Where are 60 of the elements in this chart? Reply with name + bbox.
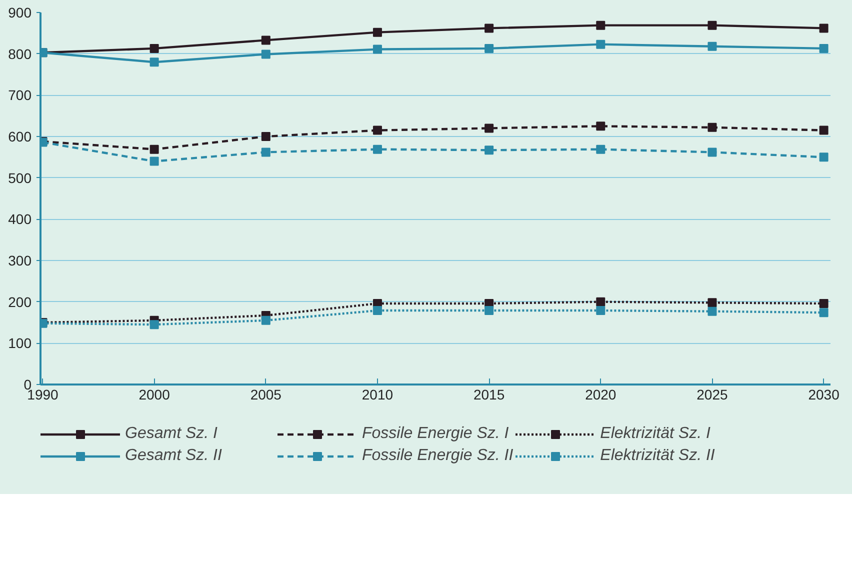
- legend-label: Gesamt Sz. I: [125, 425, 218, 443]
- point: [150, 320, 159, 330]
- point: [150, 144, 159, 154]
- legend-label: Fossile Energie Sz. II: [362, 447, 514, 465]
- legend-label: Elektrizität Sz. I: [600, 425, 712, 443]
- x-tick-label: 2000: [138, 386, 170, 402]
- point: [261, 50, 270, 59]
- x-tick-label: 2030: [808, 386, 840, 402]
- y-tick-label: 800: [8, 46, 32, 62]
- point: [596, 122, 606, 131]
- y-tick-label: 100: [8, 335, 32, 352]
- point: [150, 156, 159, 166]
- point: [708, 148, 717, 157]
- point: [596, 20, 606, 30]
- point: [261, 36, 270, 45]
- point: [596, 40, 606, 49]
- point: [372, 28, 382, 37]
- point: [596, 144, 606, 154]
- legend-label: Fossile Energie Sz. I: [362, 425, 510, 443]
- point: [819, 44, 828, 53]
- x-tick-label: 2005: [250, 386, 282, 402]
- y-tick-label: 900: [8, 4, 32, 20]
- point: [261, 132, 270, 141]
- legend-label: Gesamt Sz. II: [125, 447, 223, 465]
- point: [261, 316, 270, 325]
- point: [596, 297, 606, 306]
- y-tick-label: 400: [8, 211, 32, 228]
- point: [819, 126, 828, 135]
- point: [372, 144, 382, 154]
- y-tick-label: 300: [8, 252, 32, 268]
- y-tick-label: 600: [8, 128, 32, 144]
- point: [596, 306, 606, 316]
- y-tick-label: 700: [8, 87, 32, 104]
- point: [708, 122, 717, 132]
- x-tick-label: 2010: [362, 386, 394, 402]
- point: [484, 146, 494, 155]
- point: [819, 24, 828, 33]
- point: [372, 126, 382, 135]
- point: [819, 308, 828, 318]
- point: [150, 58, 159, 67]
- x-tick-label: 2025: [696, 386, 728, 402]
- point: [484, 306, 494, 316]
- x-tick-label: 2015: [473, 386, 505, 402]
- legend-label: Elektrizität Sz. II: [600, 447, 716, 465]
- point: [708, 306, 717, 316]
- point: [708, 42, 717, 51]
- y-tick-label: 200: [8, 294, 32, 310]
- point: [484, 124, 494, 133]
- point: [372, 44, 382, 54]
- point: [372, 306, 382, 316]
- point: [261, 148, 270, 157]
- point: [708, 298, 717, 308]
- x-tick-label: 2020: [585, 386, 616, 402]
- point: [819, 298, 828, 308]
- point: [819, 152, 828, 162]
- point: [484, 24, 494, 33]
- point: [484, 44, 494, 53]
- point: [150, 44, 159, 53]
- y-tick-label: 500: [8, 170, 32, 186]
- point: [708, 20, 717, 30]
